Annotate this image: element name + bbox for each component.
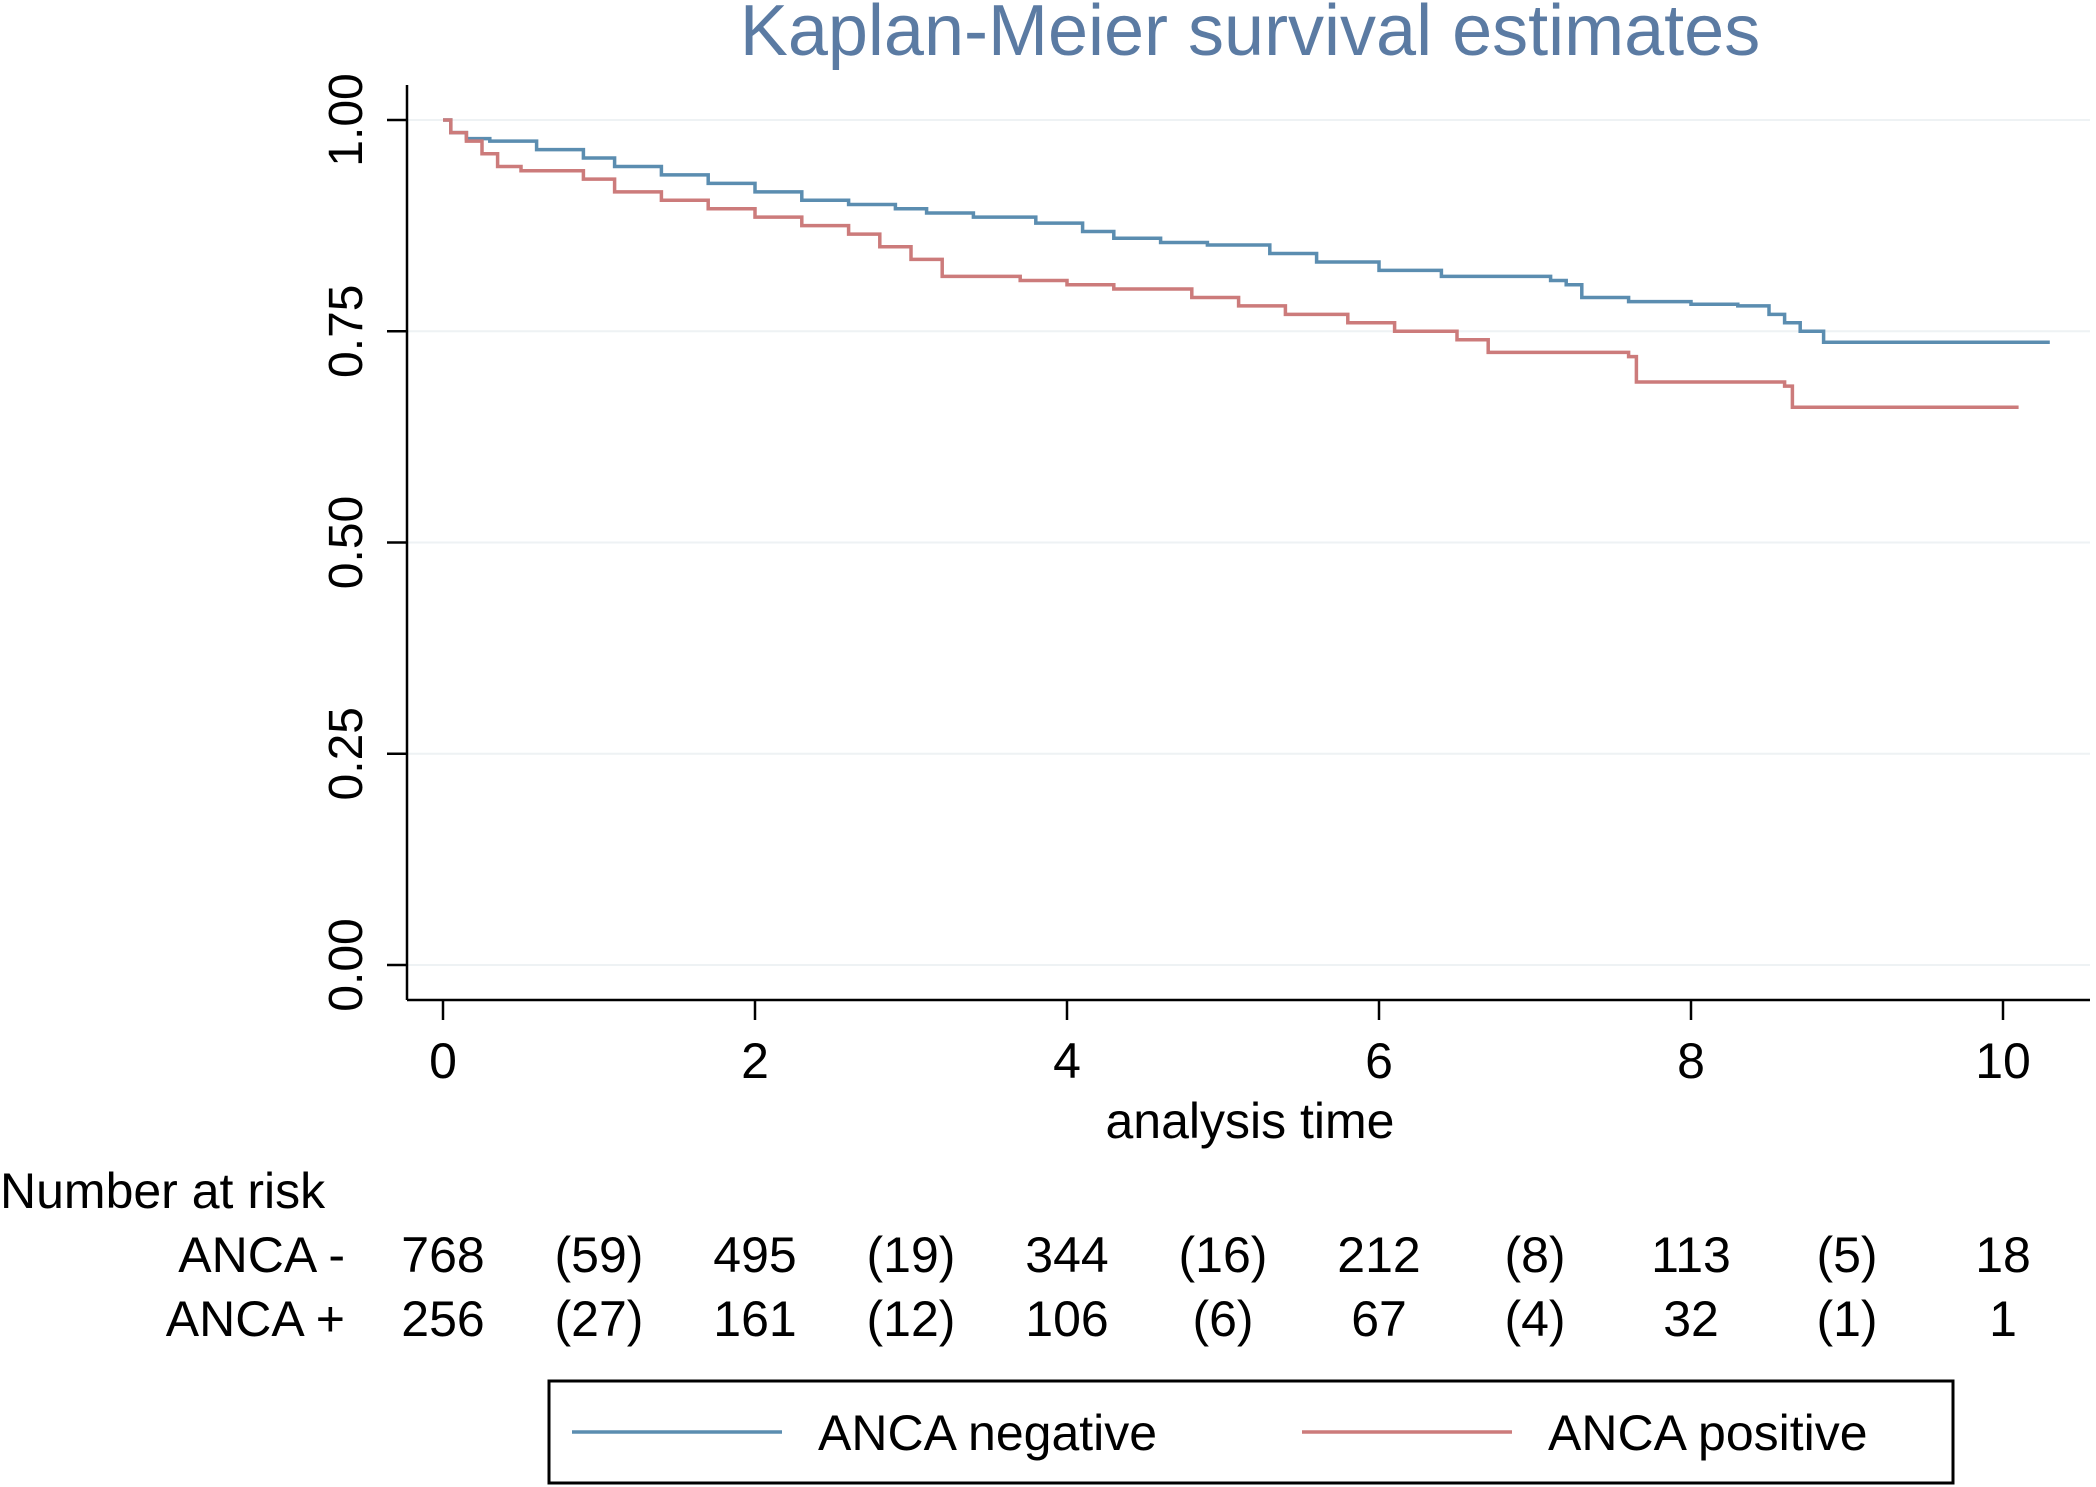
x-axis-label: analysis time xyxy=(1106,1093,1395,1149)
y-axis: 0.00 0.25 0.50 0.75 1.00 xyxy=(320,73,409,1012)
risk-value: 1 xyxy=(1989,1291,2017,1347)
y-tick-label: 0.00 xyxy=(320,918,373,1011)
risk-value: 32 xyxy=(1663,1291,1719,1347)
risk-row-label: ANCA + xyxy=(166,1291,345,1347)
risk-value: (59) xyxy=(555,1227,644,1283)
risk-value: 18 xyxy=(1975,1227,2031,1283)
x-tick-label: 2 xyxy=(741,1033,769,1089)
x-tick-label: 6 xyxy=(1365,1033,1393,1089)
risk-value: 67 xyxy=(1351,1291,1407,1347)
risk-row-label: ANCA - xyxy=(178,1227,345,1283)
y-tick-label: 0.50 xyxy=(320,496,373,589)
risk-value: (5) xyxy=(1816,1227,1877,1283)
series-line-anca-negative xyxy=(443,118,2050,344)
risk-value: 106 xyxy=(1025,1291,1108,1347)
risk-value: (16) xyxy=(1179,1227,1268,1283)
y-tick-label: 0.75 xyxy=(320,285,373,378)
risk-value: 212 xyxy=(1337,1227,1420,1283)
risk-table-header: Number at risk xyxy=(0,1163,326,1219)
series-line-anca-positive xyxy=(443,118,2019,410)
risk-value: (12) xyxy=(867,1291,956,1347)
risk-value: (1) xyxy=(1816,1291,1877,1347)
risk-value: (27) xyxy=(555,1291,644,1347)
risk-value: 768 xyxy=(401,1227,484,1283)
risk-value: 256 xyxy=(401,1291,484,1347)
risk-value: 344 xyxy=(1025,1227,1108,1283)
legend-box xyxy=(547,1379,1955,1485)
x-tick-label: 8 xyxy=(1677,1033,1705,1089)
y-tick-label: 0.25 xyxy=(320,707,373,800)
series-lines xyxy=(443,118,2050,410)
legend: ANCA negative ANCA positive xyxy=(547,1379,1955,1485)
risk-value: (8) xyxy=(1504,1227,1565,1283)
risk-value: (4) xyxy=(1504,1291,1565,1347)
risk-value: 113 xyxy=(1651,1227,1731,1283)
x-tick-label: 0 xyxy=(429,1033,457,1089)
y-tick-label: 1.00 xyxy=(320,73,373,166)
risk-value: (19) xyxy=(867,1227,956,1283)
risk-value: 161 xyxy=(713,1291,796,1347)
risk-value: (6) xyxy=(1192,1291,1253,1347)
x-tick-label: 10 xyxy=(1975,1033,2031,1089)
legend-label: ANCA negative xyxy=(818,1405,1157,1461)
legend-label: ANCA positive xyxy=(1548,1405,1868,1461)
risk-table: Number at risk ANCA - 768 (59) 495 (19) 344 (1… xyxy=(0,1163,2031,1347)
chart-title: Kaplan-Meier survival estimates xyxy=(740,0,1760,71)
x-axis: 0 2 4 6 8 10 xyxy=(407,998,2090,1089)
x-tick-label: 4 xyxy=(1053,1033,1081,1089)
risk-value: 495 xyxy=(713,1227,796,1283)
